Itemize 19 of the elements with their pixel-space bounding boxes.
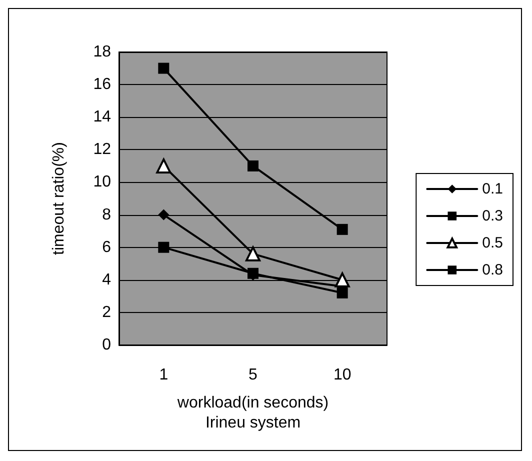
legend-label: 0.5: [482, 234, 504, 252]
y-tick-label: 4: [102, 271, 112, 288]
y-axis-title: timeout ratio(%): [50, 142, 68, 255]
x-tick-label: 5: [248, 366, 258, 384]
legend-label: 0.8: [482, 262, 504, 278]
x-tick-label: 10: [333, 366, 352, 384]
y-tick-label: 2: [102, 304, 112, 321]
y-tick-label: 18: [93, 44, 112, 60]
y-tick-label: 16: [93, 76, 112, 94]
y-tick-label: 14: [93, 108, 112, 126]
x-tick-label: 1: [159, 366, 168, 384]
x-axis-title: workload(in seconds) Irineu system: [176, 394, 329, 432]
legend-label: 0.1: [482, 180, 504, 198]
y-tick-label: 10: [93, 174, 112, 191]
legend-label: 0.3: [482, 208, 504, 224]
y-tick-label: 6: [102, 238, 112, 256]
y-tick-label: 0: [102, 336, 112, 354]
y-tick-label: 8: [102, 206, 112, 224]
y-tick-label: 12: [93, 141, 112, 158]
